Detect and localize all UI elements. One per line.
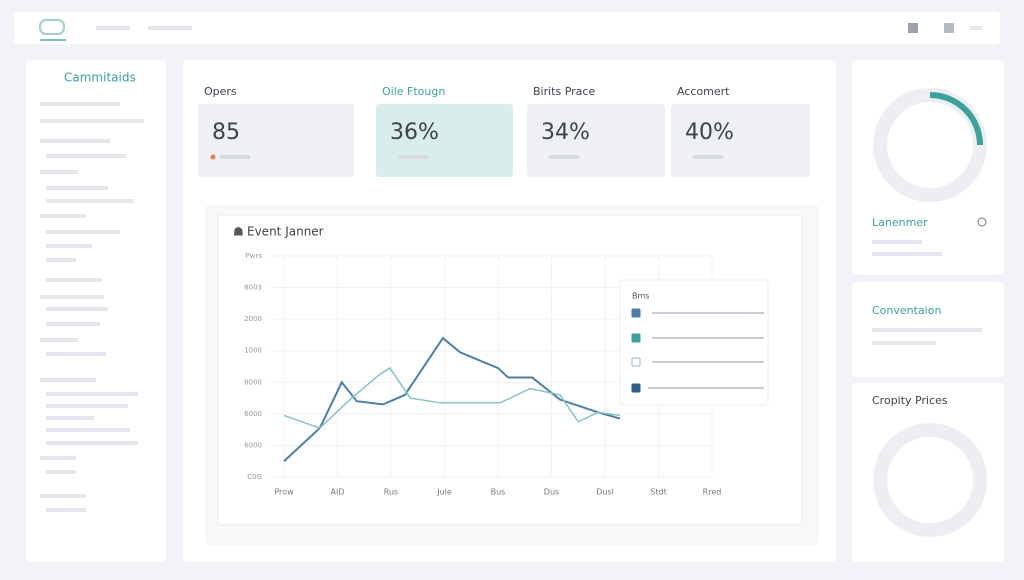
kpi-row: Opers 85 Oile Ftougn 36% Birits Prace 34% Acco… [198, 85, 810, 177]
kpi-value: 85 [212, 120, 240, 145]
x-tick-label: Rus [384, 488, 398, 497]
sidebar-item[interactable] [46, 307, 108, 311]
placeholder [872, 240, 922, 244]
sidebar-item[interactable] [40, 494, 86, 498]
legend-icon [631, 308, 641, 318]
y-tick-label: 6000 [244, 441, 262, 449]
kpi-sub [220, 155, 250, 159]
sidebar-item[interactable] [46, 154, 126, 158]
side-card-title: Conventaion [872, 304, 941, 317]
kpi-label: Accomert [677, 85, 730, 98]
y-tick-label: C0G [247, 473, 262, 481]
chart-icon: ☗ [233, 225, 244, 239]
series-line [283, 367, 621, 429]
kpi-value: 40% [685, 120, 734, 145]
donut-arc [929, 92, 983, 146]
sidebar-items [40, 102, 144, 512]
sidebar-item[interactable] [46, 508, 86, 512]
kpi-label: Oile Ftougn [382, 85, 445, 98]
sidebar-item[interactable] [46, 186, 108, 190]
legend-bar [652, 337, 764, 339]
kpi-sub [693, 155, 723, 159]
legend-bar [652, 361, 764, 363]
sidebar-item[interactable] [46, 441, 138, 445]
sidebar-title[interactable]: Cammitaids [64, 71, 136, 85]
sidebar-item[interactable] [46, 258, 76, 262]
nav-item[interactable] [148, 26, 192, 30]
x-tick-label: Dus [544, 488, 559, 497]
x-tick-label: Stdt [650, 488, 666, 497]
donut-track [873, 423, 987, 537]
series-line [283, 336, 621, 462]
legend-icon [631, 333, 641, 343]
sidebar-item[interactable] [46, 278, 102, 282]
legend-bar [648, 387, 764, 389]
sidebar-item[interactable] [40, 378, 96, 382]
sidebar-item[interactable] [46, 392, 138, 396]
sidebar-item[interactable] [40, 170, 78, 174]
y-tick-label: Pwrs [246, 252, 263, 260]
legend-bar [652, 312, 764, 314]
x-tick-label: Dusl [596, 488, 614, 497]
sidebar-item[interactable] [46, 428, 130, 432]
nav-item[interactable] [96, 26, 130, 30]
kpi-label: Birits Prace [533, 85, 595, 98]
kpi-sub [398, 155, 428, 159]
placeholder [872, 328, 982, 332]
logo[interactable] [39, 19, 65, 35]
y-tick-label: 2000 [244, 315, 262, 323]
placeholder [872, 252, 942, 256]
sidebar-item[interactable] [46, 244, 92, 248]
x-tick-label: AID [331, 488, 345, 497]
sidebar-item[interactable] [40, 456, 76, 460]
legend-title: Bms [632, 292, 649, 301]
y-tick-label: 8000 [244, 378, 262, 386]
icon[interactable] [977, 217, 987, 227]
legend-popup [619, 279, 769, 406]
placeholder [872, 341, 936, 345]
sidebar-item[interactable] [46, 352, 106, 356]
legend-icon [631, 357, 641, 367]
x-tick-label: Prow [274, 488, 294, 497]
side-card-title: Lanenmer [872, 216, 928, 229]
x-tick-label: Rred [703, 488, 722, 497]
sidebar-item[interactable] [40, 295, 104, 299]
icon[interactable] [944, 23, 954, 33]
legend-rows [631, 308, 764, 393]
icon[interactable] [970, 26, 982, 30]
sidebar-item[interactable] [46, 470, 76, 474]
x-tick-label: Jule [436, 488, 452, 497]
sidebar-item[interactable] [46, 416, 94, 420]
side-card-title: Cropity Prices [872, 394, 948, 407]
tab-underline [40, 39, 66, 41]
chart-title: Event Janner [247, 225, 324, 239]
top-bar [14, 12, 1000, 44]
kpi-value: 34% [541, 120, 590, 145]
kpi-sub [549, 155, 579, 159]
sidebar-item[interactable] [46, 404, 128, 408]
icon[interactable] [908, 23, 918, 33]
sidebar-item[interactable] [40, 139, 110, 143]
y-tick-label: 1000 [244, 347, 262, 355]
kpi-value: 36% [390, 120, 439, 145]
kpi-dot [210, 154, 216, 160]
sidebar-item[interactable] [46, 199, 134, 203]
kpi-label: Opers [204, 85, 237, 98]
legend-icon [631, 383, 641, 393]
x-tick-label: Bus [491, 488, 506, 497]
y-tick-label: 8003 [244, 284, 262, 292]
y-tick-label: 6000 [244, 410, 262, 418]
sidebar-item[interactable] [40, 214, 86, 218]
sidebar-item[interactable] [40, 102, 120, 106]
sidebar-item[interactable] [46, 230, 120, 234]
sidebar-item[interactable] [40, 338, 78, 342]
sidebar-item[interactable] [40, 119, 144, 123]
sidebar-item[interactable] [46, 322, 100, 326]
